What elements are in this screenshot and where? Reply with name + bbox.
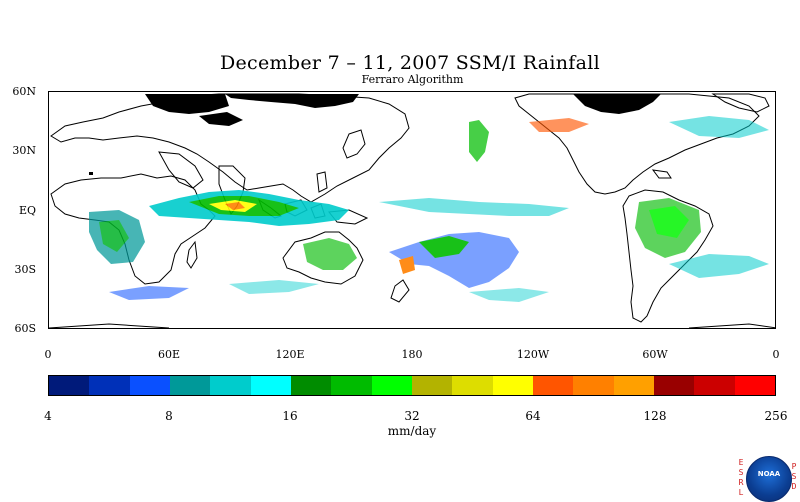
colorbar-units: mm/day: [387, 424, 437, 438]
colorbar-tick-4: 4: [44, 409, 52, 423]
colorbar-tick-64: 64: [525, 409, 541, 423]
colorbar-segment-17: [734, 376, 775, 395]
lat-label-60s: 60S: [14, 322, 36, 335]
colorbar-tick-128: 128: [643, 409, 667, 423]
colorbar-segment-14: [613, 376, 654, 395]
psd-letters: P S D: [791, 462, 797, 491]
rainfall-map: [48, 91, 776, 329]
colorbar-segment-3: [169, 376, 211, 395]
map-title: December 7 – 11, 2007 SSM/I Rainfall: [219, 52, 601, 74]
australia-outline: [282, 231, 364, 285]
colorbar-segment-6: [290, 376, 332, 395]
colorbar-segment-10: [452, 376, 493, 395]
lon-label-120e: 120E: [275, 348, 305, 361]
colorbar-segment-5: [250, 376, 291, 395]
colorbar-segment-8: [371, 376, 412, 395]
south-america-outline: [622, 189, 714, 323]
colorbar-segment-9: [411, 376, 453, 395]
lon-label-60e: 60E: [157, 348, 181, 361]
colorbar: [48, 375, 776, 396]
lon-label-120w: 120W: [516, 348, 550, 361]
colorbar-tick-16: 16: [282, 409, 298, 423]
colorbar-segment-2: [129, 376, 170, 395]
lon-label-0: 0: [44, 348, 52, 361]
lon-label-0-right: 0: [772, 348, 780, 361]
colorbar-segment-11: [492, 376, 533, 395]
lon-label-60w: 60W: [642, 348, 668, 361]
colorbar-segment-13: [573, 376, 614, 395]
colorbar-segment-4: [210, 376, 251, 395]
eurasia-outline: [50, 93, 410, 203]
colorbar-segment-0: [49, 376, 90, 395]
noaa-icon: NOAA: [746, 456, 792, 502]
colorbar-segment-16: [694, 376, 735, 395]
colorbar-segment-7: [331, 376, 372, 395]
colorbar-segment-12: [532, 376, 574, 395]
esrl-letters: E S R L: [738, 458, 744, 497]
lat-label-eq: EQ: [18, 204, 36, 217]
map-subtitle: Ferraro Algorithm: [361, 73, 464, 86]
lat-label-60n: 60N: [12, 85, 36, 98]
lat-label-30n: 30N: [12, 144, 36, 157]
colorbar-tick-8: 8: [165, 409, 173, 423]
colorbar-segment-15: [653, 376, 695, 395]
map-canvas: [49, 93, 775, 328]
lon-label-180: 180: [401, 348, 423, 361]
colorbar-tick-256: 256: [764, 409, 788, 423]
colorbar-segment-1: [89, 376, 130, 395]
lat-label-30s: 30S: [14, 263, 36, 276]
colorbar-tick-32: 32: [404, 409, 420, 423]
